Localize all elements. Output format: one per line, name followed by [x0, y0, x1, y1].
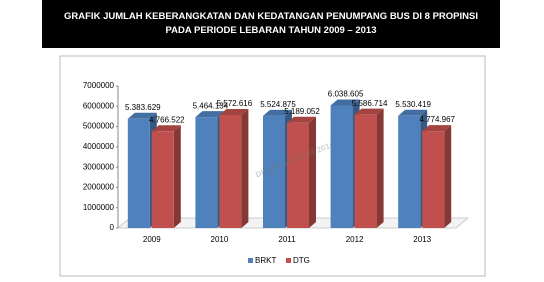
legend-label: DTG: [293, 256, 310, 265]
bar-top: [127, 112, 157, 119]
bar-top: [195, 111, 225, 118]
data-label: 6.038.605: [328, 90, 364, 99]
bar-top: [330, 99, 360, 106]
x-tick-label: 2010: [211, 235, 229, 244]
y-tick-label: 3000000: [83, 162, 115, 171]
bar-side: [309, 116, 316, 228]
legend-label: BRKT: [255, 256, 276, 265]
legend-swatch: [248, 258, 253, 263]
data-label: 5.189.052: [284, 107, 320, 116]
bar: [219, 114, 242, 228]
bar-top: [398, 109, 428, 116]
data-label: 5.383.629: [125, 103, 161, 112]
y-tick-label: 2000000: [83, 183, 115, 192]
chart-title: GRAFIK JUMLAH KEBERANGKATAN DAN KEDATANG…: [42, 0, 500, 48]
bar-top: [287, 116, 316, 123]
bar-side: [376, 108, 384, 228]
bar-top: [151, 125, 181, 132]
data-label: 4.766.522: [149, 115, 185, 124]
y-tick-label: 1000000: [83, 203, 115, 212]
bar: [354, 114, 377, 228]
data-label: 5.464.134: [193, 101, 229, 110]
bar-side: [173, 125, 181, 228]
data-label: 5.586.714: [352, 99, 388, 108]
y-tick-label: 4000000: [83, 142, 115, 151]
bar: [263, 115, 285, 228]
bar-top: [422, 125, 452, 132]
bar: [195, 117, 218, 228]
x-tick-label: 2012: [346, 235, 364, 244]
x-tick-label: 2013: [413, 235, 431, 244]
y-tick-label: 6000000: [83, 101, 115, 110]
bar-side: [444, 125, 452, 228]
x-tick-label: 2009: [143, 235, 161, 244]
bar-top: [263, 109, 292, 116]
bar: [287, 122, 309, 228]
bar: [398, 115, 421, 228]
bar-top: [354, 108, 384, 115]
legend-swatch: [286, 258, 291, 263]
bar-top: [219, 108, 249, 115]
data-label: 4.774.967: [419, 115, 455, 124]
bar-side: [241, 108, 249, 228]
data-label: 5.524.875: [260, 100, 296, 109]
y-tick-label: 5000000: [83, 122, 115, 131]
bar: [151, 131, 174, 228]
bar: [127, 118, 150, 228]
data-label: 5.572.616: [217, 99, 253, 108]
x-tick-label: 2011: [278, 235, 296, 244]
bar: [422, 131, 445, 228]
bar: [330, 105, 353, 228]
y-tick-label: 0: [110, 223, 115, 232]
y-tick-label: 7000000: [83, 81, 115, 90]
data-label: 5.530.419: [395, 100, 431, 109]
